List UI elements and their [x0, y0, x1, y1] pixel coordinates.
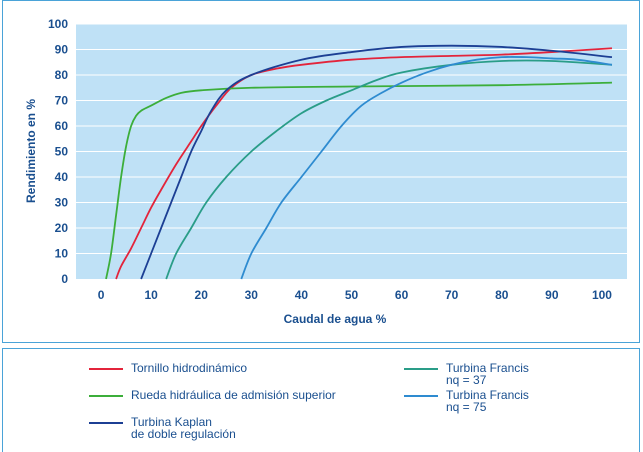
grid-lines — [76, 23, 627, 254]
legend-swatch — [89, 368, 123, 370]
x-tick-label: 10 — [144, 288, 158, 302]
legend-item-francis-75: Turbina Francis nq = 75 — [404, 389, 529, 413]
legend-swatch — [89, 395, 123, 397]
efficiency-chart: 0 10 20 30 40 50 60 70 80 90 100 0 10 20 30 40 50 60 70 80… — [24, 17, 627, 326]
legend-item-tornillo: Tornillo hidrodinámico — [89, 362, 247, 374]
series-line-4 — [240, 56, 613, 280]
x-tick-label: 80 — [495, 288, 509, 302]
x-axis-label: Caudal de agua % — [284, 312, 387, 326]
x-tick-label: 0 — [98, 288, 105, 302]
x-tick-label: 20 — [195, 288, 209, 302]
x-tick-labels: 0 10 20 30 40 50 60 70 80 90 100 — [98, 288, 613, 302]
y-tick-label: 90 — [55, 43, 69, 57]
series-line-1 — [105, 81, 612, 280]
legend-swatch — [404, 395, 438, 397]
y-tick-label: 80 — [55, 68, 69, 82]
x-tick-label: 40 — [295, 288, 309, 302]
series-lines — [105, 44, 613, 280]
series-line-2 — [140, 44, 613, 280]
y-tick-label: 20 — [55, 221, 69, 235]
y-tick-label: 50 — [55, 145, 69, 159]
y-tick-label: 30 — [55, 196, 69, 210]
legend-label: Turbina Francis nq = 37 — [446, 361, 529, 387]
legend-label: Tornillo hidrodinámico — [131, 361, 248, 375]
x-tick-label: 30 — [245, 288, 259, 302]
y-tick-label: 60 — [55, 119, 69, 133]
y-tick-label: 40 — [55, 170, 69, 184]
x-tick-label: 70 — [445, 288, 459, 302]
legend-panel: Tornillo hidrodinámico Rueda hidráulica … — [2, 348, 640, 452]
y-tick-label: 10 — [55, 247, 69, 261]
x-tick-label: 90 — [545, 288, 559, 302]
chart-panel: 0 10 20 30 40 50 60 70 80 90 100 0 10 20 30 40 50 60 70 80… — [2, 0, 640, 343]
y-axis-label: Rendimiento en % — [24, 99, 38, 203]
legend-label: Turbina Francis nq = 75 — [446, 388, 529, 414]
y-tick-label: 70 — [55, 94, 69, 108]
x-tick-label: 60 — [395, 288, 409, 302]
legend-item-kaplan: Turbina Kaplan de doble regulación — [89, 416, 236, 440]
y-tick-labels: 0 10 20 30 40 50 60 70 80 90 100 — [48, 17, 68, 286]
legend-swatch — [89, 422, 123, 424]
x-tick-label: 50 — [345, 288, 359, 302]
legend-label: Turbina Kaplan de doble regulación — [131, 415, 236, 441]
y-tick-label: 0 — [61, 272, 68, 286]
legend-item-francis-37: Turbina Francis nq = 37 — [404, 362, 529, 386]
legend-swatch — [404, 368, 438, 370]
legend-label: Rueda hidráulica de admisión superior — [131, 388, 336, 402]
series-line-3 — [165, 59, 613, 280]
legend-item-rueda: Rueda hidráulica de admisión superior — [89, 389, 336, 401]
x-tick-label: 100 — [592, 288, 612, 302]
series-line-0 — [115, 47, 613, 280]
y-tick-label: 100 — [48, 17, 68, 31]
